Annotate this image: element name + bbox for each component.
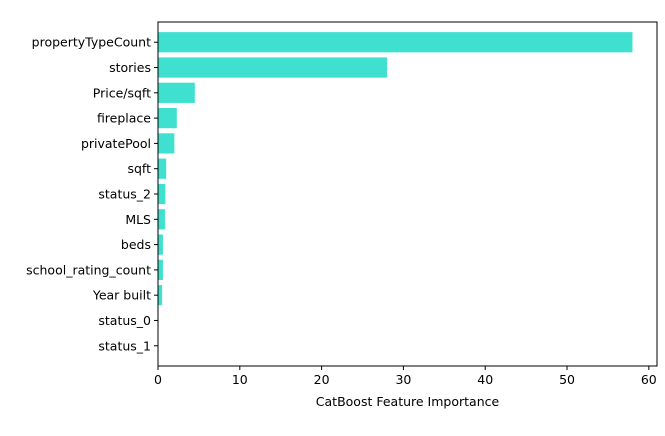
x-tick-label: 40 [477,372,493,387]
x-tick-label: 10 [232,372,248,387]
x-tick-label: 20 [314,372,330,387]
y-tick-label: stories [109,60,151,75]
y-tick-label: school_rating_count [26,262,151,277]
y-tick-label: sqft [127,161,151,176]
y-tick-label: fireplace [97,111,151,126]
bars-group [158,32,633,306]
y-tick-label: status_1 [98,338,151,353]
y-tick-label: privatePool [81,136,151,151]
x-tick-label: 0 [154,372,162,387]
bar-propertytypecount [158,32,633,53]
y-tick-label: propertyTypeCount [32,35,151,50]
plot-frame [157,21,658,367]
x-axis: 0 10 20 30 40 50 60 [154,366,657,387]
y-tick-label: status_2 [98,187,151,202]
y-tick-label: MLS [125,212,151,227]
x-tick-label: 50 [559,372,575,387]
bar-status-2 [158,183,166,205]
x-axis-label: CatBoost Feature Importance [316,394,500,409]
y-axis: propertyTypeCount stories Price/sqft firepl… [26,35,158,353]
bar-stories [158,57,388,78]
x-tick-label: 60 [641,372,657,387]
bar-sqft [158,158,167,179]
bar-year-built [158,285,163,306]
y-tick-label: Price/sqft [93,85,151,100]
bar-school-rating-count [158,259,163,280]
y-tick-label: Year built [92,288,151,303]
bar-mls [158,209,165,230]
x-tick-label: 30 [395,372,411,387]
bar-privatepool [158,133,175,154]
bar-fireplace [158,108,177,129]
y-tick-label: beds [121,237,151,252]
y-tick-label: status_0 [98,313,151,328]
bar-beds [158,234,163,255]
bar-price-sqft [158,82,195,103]
